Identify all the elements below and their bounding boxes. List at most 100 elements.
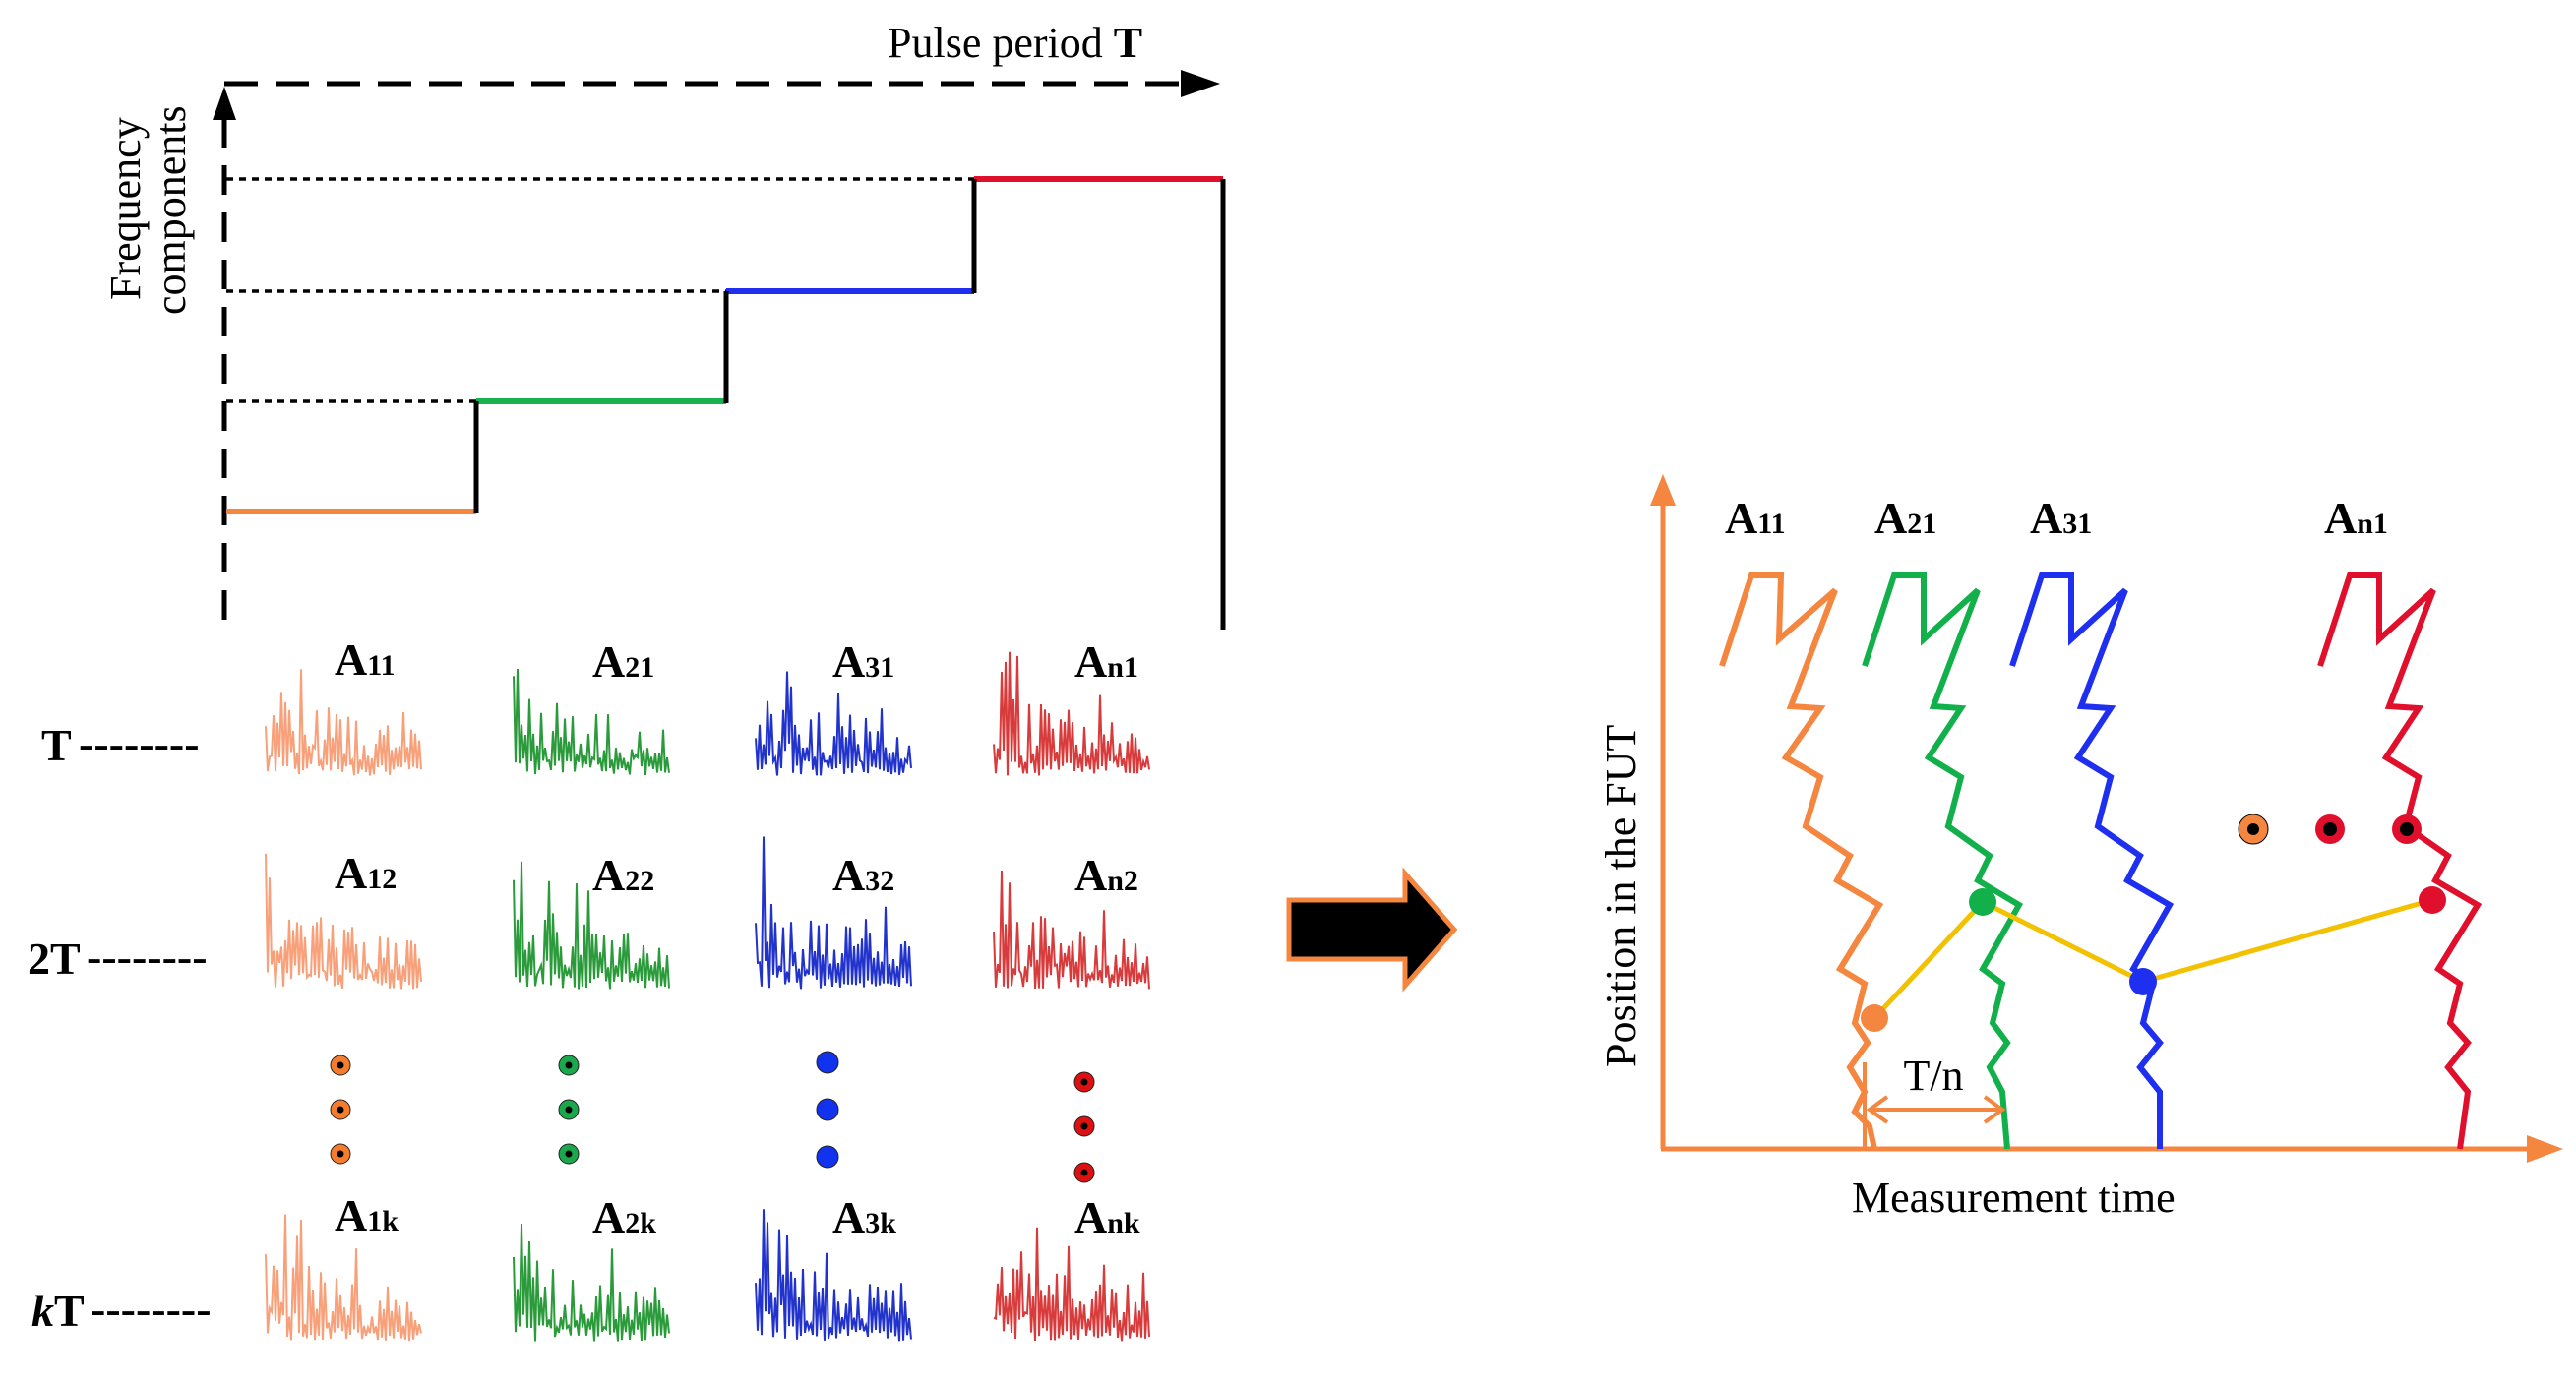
amplitude-label-3-1: A31 xyxy=(832,636,894,687)
interval-arrowhead-right xyxy=(1983,1095,2006,1124)
row-label-2: 2T xyxy=(28,934,81,984)
spectrum-trace-3-1 xyxy=(755,671,912,776)
right-x-arrowhead xyxy=(2527,1135,2563,1163)
row-ellipsis-dot-3 xyxy=(816,1098,839,1121)
position-fut-label: Position in the FUT xyxy=(1597,725,1645,1067)
amp-subscript: nk xyxy=(1107,1207,1140,1239)
spectrum-trace-1-1 xyxy=(265,669,422,776)
row-ellipsis-dot-center xyxy=(337,1106,344,1114)
spectrum-trace-1-2 xyxy=(265,853,422,990)
spectrum-trace-2-2 xyxy=(513,861,670,990)
trace-label-3: A31 xyxy=(2030,493,2092,543)
trace-a11 xyxy=(1719,572,1884,1150)
amp-subscript: 12 xyxy=(367,863,397,895)
amp-subscript: 31 xyxy=(2062,508,2092,540)
row-ellipsis-dot-center xyxy=(337,1150,344,1158)
amplitude-label-2-2: A22 xyxy=(592,850,654,900)
amp-letter: A xyxy=(832,850,865,900)
row-label-text: T xyxy=(54,1286,85,1336)
amp-letter: A xyxy=(2324,493,2357,543)
amp-letter: A xyxy=(335,634,367,685)
amp-subscript: 21 xyxy=(1907,508,1936,540)
pulse-period-label: Pulse period T xyxy=(888,19,1142,67)
amp-letter: A xyxy=(592,850,625,900)
row-ellipsis-dot-center xyxy=(565,1106,573,1114)
spectrum-trace-4-3 xyxy=(993,1227,1150,1342)
spectrum-trace-3-3 xyxy=(755,1209,912,1342)
spectrum-trace-2-3 xyxy=(513,1224,670,1342)
trace-label-1: A11 xyxy=(1725,493,1786,543)
staircase-chart: Pulse period T Frequency components xyxy=(101,19,1226,630)
right-ellipsis xyxy=(2238,814,2422,845)
trace-a21 xyxy=(1862,572,2024,1150)
spectrum-trace-4-1 xyxy=(993,651,1150,776)
y-axis-arrowhead xyxy=(213,87,236,120)
amplitude-label-4-3: Ank xyxy=(1074,1192,1140,1242)
amp-subscript: 3k xyxy=(865,1207,896,1239)
amp-letter: A xyxy=(1074,636,1107,687)
sample-point-a31 xyxy=(2129,968,2157,995)
amp-subscript: 11 xyxy=(1757,508,1785,540)
amp-letter: A xyxy=(335,848,367,898)
trace-label-2: A21 xyxy=(1874,493,1936,543)
amplitude-label-1-2: A12 xyxy=(335,848,397,898)
interval-arrowhead-left xyxy=(1866,1095,1889,1124)
row-label-1: T xyxy=(41,720,72,770)
amp-subscript: 2k xyxy=(625,1207,656,1239)
amp-subscript: n1 xyxy=(1107,651,1138,684)
amplitude-label-4-1: An1 xyxy=(1074,636,1138,687)
amp-letter: A xyxy=(1074,1192,1107,1242)
amp-letter: A xyxy=(592,636,625,687)
frequency-components-label-1: Frequency xyxy=(101,117,150,300)
amp-subscript: 32 xyxy=(865,865,894,897)
sample-point-an1 xyxy=(2419,886,2446,914)
sample-point-a21 xyxy=(1969,888,1996,916)
row-ellipsis-dot-center xyxy=(565,1150,573,1158)
spectrum-trace-2-1 xyxy=(513,668,670,775)
row-ellipsis-dot-center xyxy=(1080,1122,1088,1130)
spectrum-trace-4-2 xyxy=(993,871,1150,990)
amplitude-label-3-2: A32 xyxy=(832,850,894,900)
amp-subscript: 11 xyxy=(367,649,395,682)
amp-letter: A xyxy=(335,1190,367,1240)
sample-point-a11 xyxy=(1861,1004,1888,1032)
row-ellipsis-dot-3 xyxy=(816,1145,839,1169)
row-label-text: 2T xyxy=(28,934,81,984)
row-dashes: -------- xyxy=(79,718,200,768)
trace-labels: A11 A21 A31 An1 xyxy=(1725,493,2388,543)
row-label-3: kT xyxy=(31,1286,85,1336)
amp-letter: A xyxy=(832,636,865,687)
row-label-italic: k xyxy=(31,1286,54,1336)
interval-label: T/n xyxy=(1903,1052,1963,1100)
transform-arrow xyxy=(1286,867,1458,993)
spectrum-trace-1-3 xyxy=(265,1214,422,1342)
row-ellipsis-dot-center xyxy=(337,1061,344,1069)
row-ellipsis-dot-center xyxy=(565,1061,573,1069)
amplitude-label-3-3: A3k xyxy=(832,1192,896,1242)
amp-subscript: n2 xyxy=(1107,865,1138,897)
frequency-components-label-2: components xyxy=(147,105,195,315)
amp-letter: A xyxy=(1874,493,1907,543)
x-axis-arrowhead xyxy=(1181,70,1220,97)
trace-label-4: An1 xyxy=(2324,493,2388,543)
amplitude-label-1-3: A1k xyxy=(335,1190,399,1240)
amp-subscript: 22 xyxy=(625,865,654,897)
measurement-chart: Measurement time Position in the FUT T/n xyxy=(1597,474,2563,1222)
amplitude-label-2-3: A2k xyxy=(592,1192,656,1242)
row-ellipsis-dot-3 xyxy=(816,1051,839,1074)
sample-connector xyxy=(1872,897,2433,1020)
amp-letter: A xyxy=(1725,493,1757,543)
row-dashes: -------- xyxy=(91,1284,212,1334)
amp-letter: A xyxy=(592,1192,625,1242)
row-label-text: T xyxy=(41,720,72,770)
amplitude-label-2-1: A21 xyxy=(592,636,654,687)
amp-letter: A xyxy=(1074,850,1107,900)
amplitude-label-1-1: A11 xyxy=(335,634,396,685)
row-dashes: -------- xyxy=(87,932,208,982)
amp-letter: A xyxy=(832,1192,865,1242)
spectrum-trace-3-2 xyxy=(755,836,912,990)
right-y-arrowhead xyxy=(1650,474,1676,506)
trace-a31 xyxy=(2009,572,2175,1149)
